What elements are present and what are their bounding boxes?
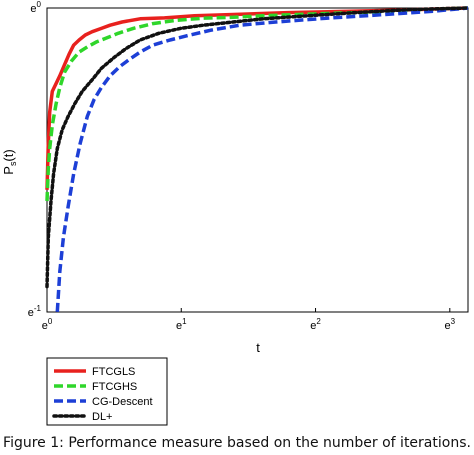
x-tick-label: e2	[310, 317, 321, 332]
legend-label: FTCGLS	[92, 366, 135, 378]
series-line-ftcghs	[45, 6, 469, 202]
figure-caption: Figure 1: Performance measure based on t…	[3, 435, 471, 451]
series-line-ftcgls	[45, 6, 469, 190]
x-tick-label: e1	[176, 317, 187, 332]
performance-profile-chart: e-1e0 e0 e1 e2 e3 t Ps(t) FTCGLSFTCGHSCG-De…	[1, 0, 470, 426]
legend: FTCGLS FTCGHS CG-Descent DL+	[46, 357, 168, 426]
y-tick-group: e-1 e0	[28, 0, 51, 319]
legend-label: FTCGHS	[92, 381, 137, 393]
x-tick-label: e3	[445, 317, 456, 332]
y-tick-label: e-1	[28, 304, 42, 319]
series-lines	[45, 6, 470, 313]
legend-box	[46, 357, 168, 426]
x-tick-label: e0	[42, 317, 53, 332]
y-tick-label: e0	[30, 0, 41, 15]
x-tick-group: e0 e1 e2 e3	[42, 308, 456, 332]
legend-label: DL+	[92, 411, 113, 423]
series-line-dl-	[45, 6, 470, 289]
x-axis-title: t	[256, 340, 260, 355]
y-axis-title: Ps(t)	[1, 149, 18, 174]
legend-label: CG-Descent	[92, 396, 153, 408]
plot-frame	[46, 7, 469, 313]
